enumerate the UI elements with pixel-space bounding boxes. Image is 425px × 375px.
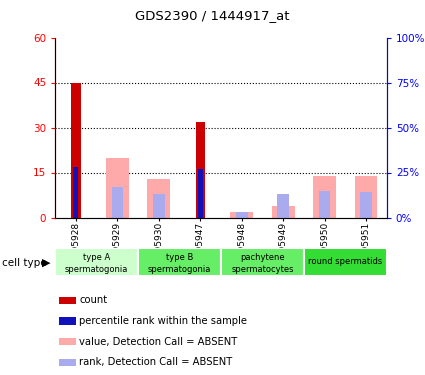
Bar: [230, 211, 253, 217]
Text: percentile rank within the sample: percentile rank within the sample: [79, 316, 247, 326]
Bar: [153, 194, 164, 217]
Bar: [59, 338, 76, 345]
Text: round spermatids: round spermatids: [308, 257, 382, 266]
Bar: [55, 248, 138, 276]
Bar: [360, 192, 372, 217]
Bar: [319, 190, 330, 217]
Text: count: count: [79, 295, 108, 305]
Text: type A: type A: [83, 253, 110, 262]
Bar: [278, 194, 289, 217]
Text: rank, Detection Call = ABSENT: rank, Detection Call = ABSENT: [79, 357, 232, 368]
Bar: [106, 158, 129, 218]
Text: GDS2390 / 1444917_at: GDS2390 / 1444917_at: [135, 9, 290, 22]
Bar: [236, 212, 247, 217]
Text: spermatogonia: spermatogonia: [65, 265, 128, 274]
Bar: [112, 187, 123, 218]
Text: ▶: ▶: [42, 258, 50, 267]
Text: cell type: cell type: [2, 258, 47, 267]
Bar: [196, 122, 205, 218]
Bar: [354, 176, 377, 217]
Text: spermatocytes: spermatocytes: [231, 265, 294, 274]
Bar: [138, 248, 221, 276]
Bar: [59, 359, 76, 366]
Bar: [59, 297, 76, 304]
Bar: [74, 167, 79, 217]
Text: type B: type B: [166, 253, 193, 262]
Bar: [313, 176, 336, 217]
Bar: [147, 178, 170, 218]
Bar: [272, 206, 295, 218]
Bar: [71, 82, 80, 218]
Text: pachytene: pachytene: [240, 253, 285, 262]
Bar: [198, 169, 203, 217]
Text: value, Detection Call = ABSENT: value, Detection Call = ABSENT: [79, 337, 238, 347]
Text: spermatogonia: spermatogonia: [148, 265, 211, 274]
Bar: [304, 248, 387, 276]
Bar: [59, 317, 76, 325]
Bar: [221, 248, 304, 276]
